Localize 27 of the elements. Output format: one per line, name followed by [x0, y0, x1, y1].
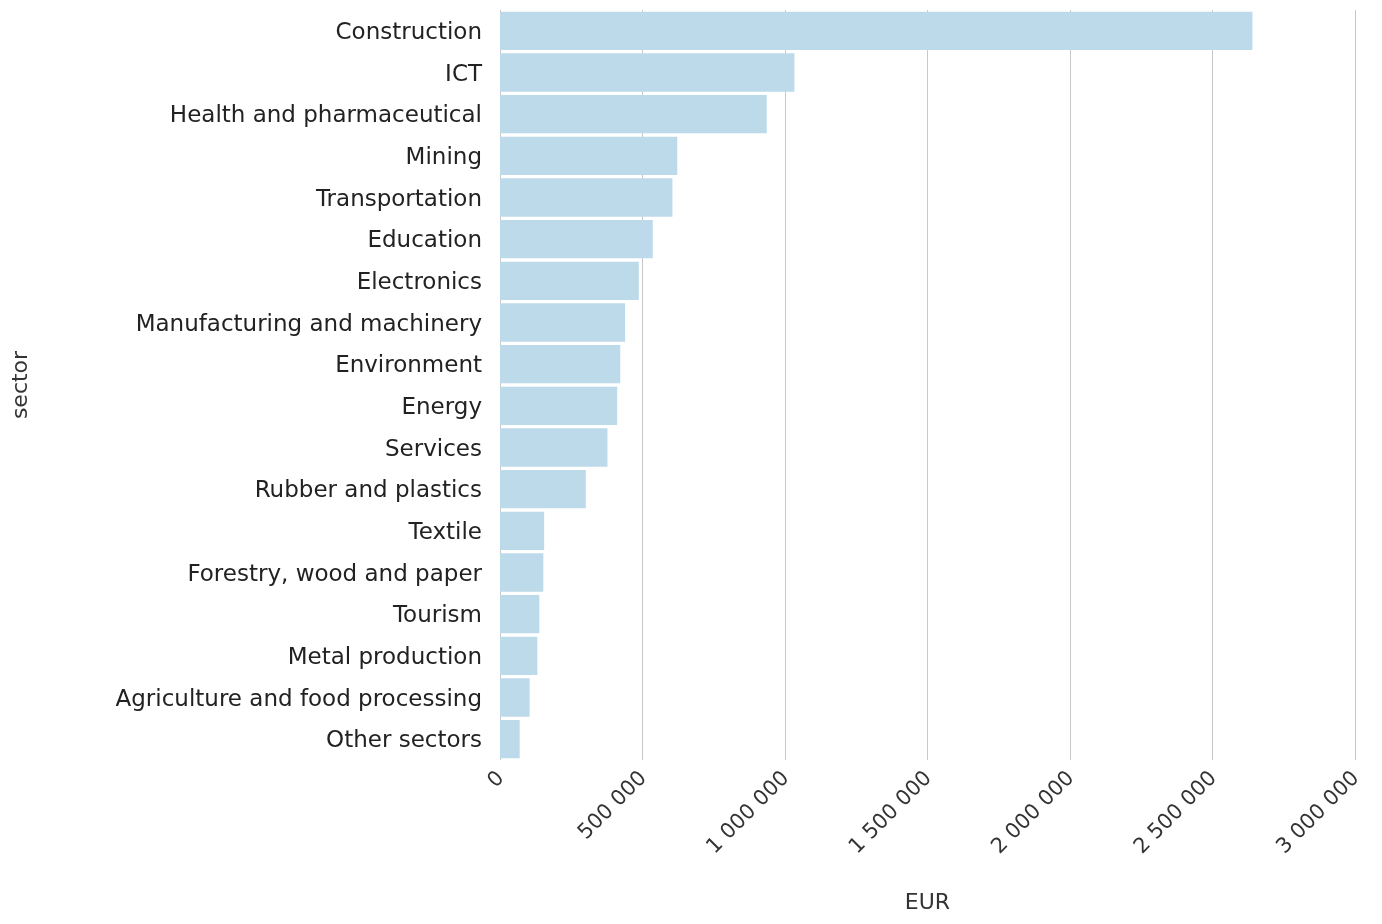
y-axis-title: sector — [6, 349, 32, 420]
y-tick-label: Textile — [407, 517, 482, 544]
y-tick-label: Tourism — [391, 601, 482, 628]
y-tick-label: Energy — [401, 392, 482, 419]
y-tick-label: Environment — [335, 351, 482, 378]
y-tick-label: Rubber and plastics — [254, 476, 482, 503]
y-tick-label: ICT — [445, 59, 483, 86]
y-tick-label: Transportation — [314, 184, 482, 211]
x-tick-label: 1 500 000 — [843, 765, 936, 859]
y-tick-label: Agriculture and food processing — [115, 684, 482, 711]
y-tick-label: Forestry, wood and paper — [187, 559, 483, 586]
y-tick-label: Manufacturing and machinery — [135, 309, 482, 336]
y-tick-label: Electronics — [356, 267, 482, 294]
x-axis-title: EUR — [904, 888, 951, 914]
y-tick-label: Other sectors — [326, 726, 482, 753]
x-tick-label: 0 — [482, 765, 509, 792]
y-tick-label: Health and pharmaceutical — [169, 101, 482, 128]
y-tick-label: Education — [367, 226, 482, 253]
y-tick-label: Metal production — [287, 642, 482, 669]
y-tick-label: Construction — [335, 17, 482, 44]
x-tick-label: 500 000 — [572, 765, 651, 844]
y-tick-label: Mining — [405, 142, 482, 169]
x-tick-label: 3 000 000 — [1270, 765, 1364, 859]
x-tick-label: 2 000 000 — [985, 765, 1079, 859]
x-tick-label: 1 000 000 — [700, 765, 794, 859]
y-tick-label: Services — [385, 434, 482, 461]
x-tick-label: 2 500 000 — [1128, 765, 1221, 859]
